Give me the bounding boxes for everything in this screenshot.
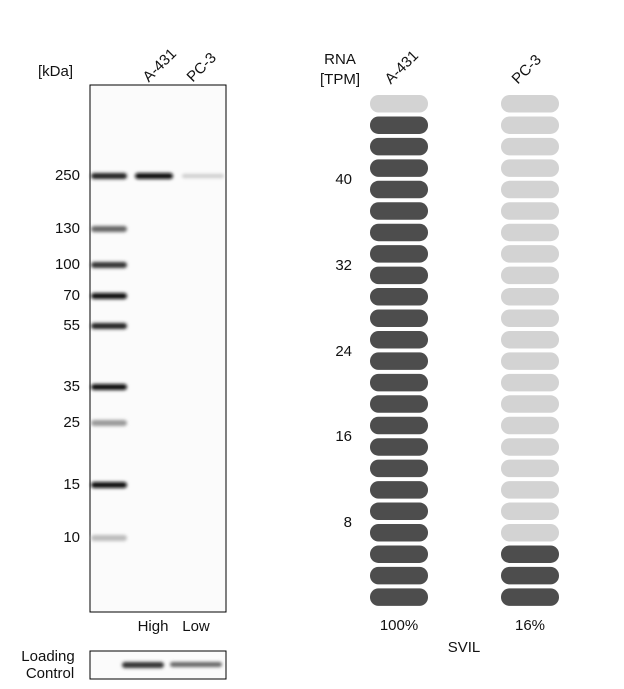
ladder-band [91, 482, 127, 488]
expression-pill [370, 524, 428, 542]
expression-pill [370, 202, 428, 220]
expression-pill [370, 545, 428, 563]
expression-pill [501, 266, 559, 285]
expression-pill [370, 309, 428, 327]
ladder-band [91, 226, 127, 232]
expression-pill [370, 266, 428, 285]
expression-pill [370, 116, 428, 134]
expression-pill [370, 95, 428, 113]
expression-pill [370, 288, 428, 306]
scale-label: 24 [335, 343, 352, 360]
expression-pill [501, 159, 559, 177]
marker-label: 70 [63, 287, 80, 304]
cell-line-label: A-431 [382, 47, 422, 87]
ladder-band [91, 262, 127, 268]
expression-pill [370, 481, 428, 499]
loading-label: Control [26, 665, 74, 682]
sample-band [182, 174, 224, 178]
expression-pill [501, 481, 559, 499]
rna-panel: RNA [TPM] A-431 PC-3 100% 16% SVIL 40 32 2… [320, 47, 559, 656]
marker-label: 55 [63, 317, 80, 334]
ladder-band [91, 420, 127, 426]
expression-pill [501, 395, 559, 413]
expression-pill [501, 459, 559, 478]
marker-label: 250 [55, 167, 80, 184]
expression-pill [370, 245, 428, 263]
scale-label: 40 [335, 171, 352, 188]
level-label: High [138, 618, 169, 635]
expression-pill [501, 416, 559, 435]
marker-label: 100 [55, 256, 80, 273]
gene-label: SVIL [448, 639, 481, 656]
unit-label: [kDa] [38, 63, 73, 80]
expression-pill [501, 223, 559, 242]
expression-pill [501, 330, 559, 349]
expression-pill [370, 395, 428, 413]
expression-pill [370, 459, 428, 478]
expression-pill [370, 416, 428, 435]
rna-header: [TPM] [320, 71, 360, 88]
expression-pill [370, 352, 428, 370]
rna-header: RNA [324, 51, 356, 68]
cell-line-label: PC-3 [509, 51, 545, 87]
blot-membrane [89, 84, 227, 613]
sample-band [135, 173, 173, 179]
marker-label: 15 [63, 476, 80, 493]
expression-pill [370, 180, 428, 199]
expression-pill [501, 309, 559, 327]
marker-label: 25 [63, 414, 80, 431]
loading-band [170, 662, 222, 667]
expression-pill [501, 137, 559, 156]
expression-pill [370, 159, 428, 177]
scale-label: 32 [335, 257, 352, 274]
expression-pill [370, 588, 428, 606]
scale-label: 16 [335, 428, 352, 445]
expression-pill [501, 524, 559, 542]
scale-label: 8 [344, 514, 352, 531]
marker-label: 130 [55, 220, 80, 237]
expression-pill [501, 116, 559, 134]
expression-pill [370, 502, 428, 521]
expression-pill [501, 566, 559, 585]
expression-pill [501, 95, 559, 113]
level-label: Low [182, 618, 210, 635]
expression-pill [501, 245, 559, 263]
expression-pill [501, 288, 559, 306]
loading-label: Loading [21, 648, 74, 665]
lane-label: A-431 [140, 45, 180, 85]
expression-pill [501, 202, 559, 220]
expression-pill [370, 566, 428, 585]
ladder-band [91, 293, 127, 299]
expression-pill [370, 438, 428, 456]
marker-label: 10 [63, 529, 80, 546]
expression-pill [501, 373, 559, 392]
lane-label: PC-3 [184, 49, 220, 85]
expression-pill [370, 223, 428, 242]
ladder-band [91, 173, 127, 179]
expression-pill [501, 545, 559, 563]
ladder-band [91, 323, 127, 329]
expression-pill [370, 137, 428, 156]
western-blot: [kDa] A-431 PC-3 High Low Loading Contro… [21, 45, 227, 682]
expression-pill [501, 438, 559, 456]
expression-pill [501, 502, 559, 521]
ladder-band [91, 535, 127, 541]
expression-pill [370, 373, 428, 392]
expression-pill [501, 180, 559, 199]
percent-label: 100% [380, 617, 418, 634]
percent-label: 16% [515, 617, 545, 634]
blot-bands [91, 173, 224, 541]
expression-pill [370, 330, 428, 349]
ladder-band [91, 384, 127, 390]
loading-band [122, 662, 164, 668]
expression-pill [501, 588, 559, 606]
expression-pill [501, 352, 559, 370]
marker-label: 35 [63, 378, 80, 395]
